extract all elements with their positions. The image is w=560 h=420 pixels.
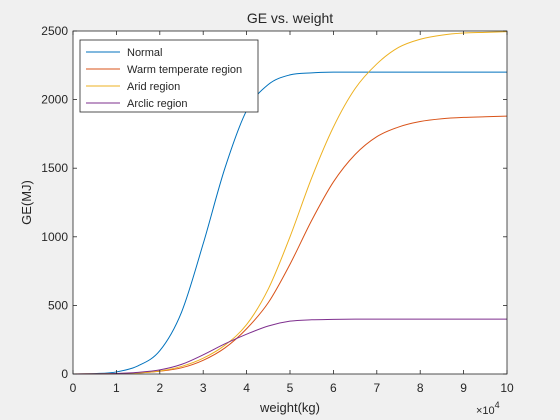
x-tick-label: 1 (113, 381, 120, 395)
x-tick-label: 0 (70, 381, 77, 395)
x-tick-label: 10 (500, 381, 514, 395)
y-tick-label: 1500 (41, 161, 68, 175)
y-tick-label: 1000 (41, 230, 68, 244)
series-line-3 (72, 31, 508, 375)
x-axis-label: weight(kg) (259, 400, 320, 415)
series-line-1 (72, 71, 507, 375)
x-tick-label: 6 (330, 381, 337, 395)
y-tick-label: 500 (48, 298, 68, 312)
x-tick-label: 8 (417, 381, 424, 395)
legend: Normal Warm temperate region Arid region Ar… (79, 39, 259, 113)
series-line-4 (72, 318, 507, 375)
legend-label-1: Normal (127, 47, 162, 59)
x-tick-label: 3 (200, 381, 207, 395)
x-tick-label: 5 (287, 381, 294, 395)
x-tick-label: 9 (460, 381, 467, 395)
legend-label-3: Arid region (127, 81, 180, 93)
legend-label-4: Arclic region (127, 98, 188, 110)
y-ticks: 0 500 1000 1500 2000 2500 (41, 24, 507, 381)
y-tick-label: 0 (61, 367, 68, 381)
x-tick-label: 7 (373, 381, 380, 395)
legend-label-2: Warm temperate region (127, 64, 242, 76)
x-tick-label: 2 (156, 381, 163, 395)
x-ticks: 0 1 2 3 4 5 6 7 8 9 10 (70, 31, 514, 395)
y-tick-label: 2500 (41, 24, 68, 38)
series-lines (72, 31, 508, 375)
x-tick-label: 4 (243, 381, 250, 395)
chart-title: GE vs. weight (247, 10, 333, 26)
x-exponent-label: ×104 (476, 400, 500, 417)
y-axis-label: GE(MJ) (19, 180, 34, 225)
y-tick-label: 2000 (41, 93, 68, 107)
